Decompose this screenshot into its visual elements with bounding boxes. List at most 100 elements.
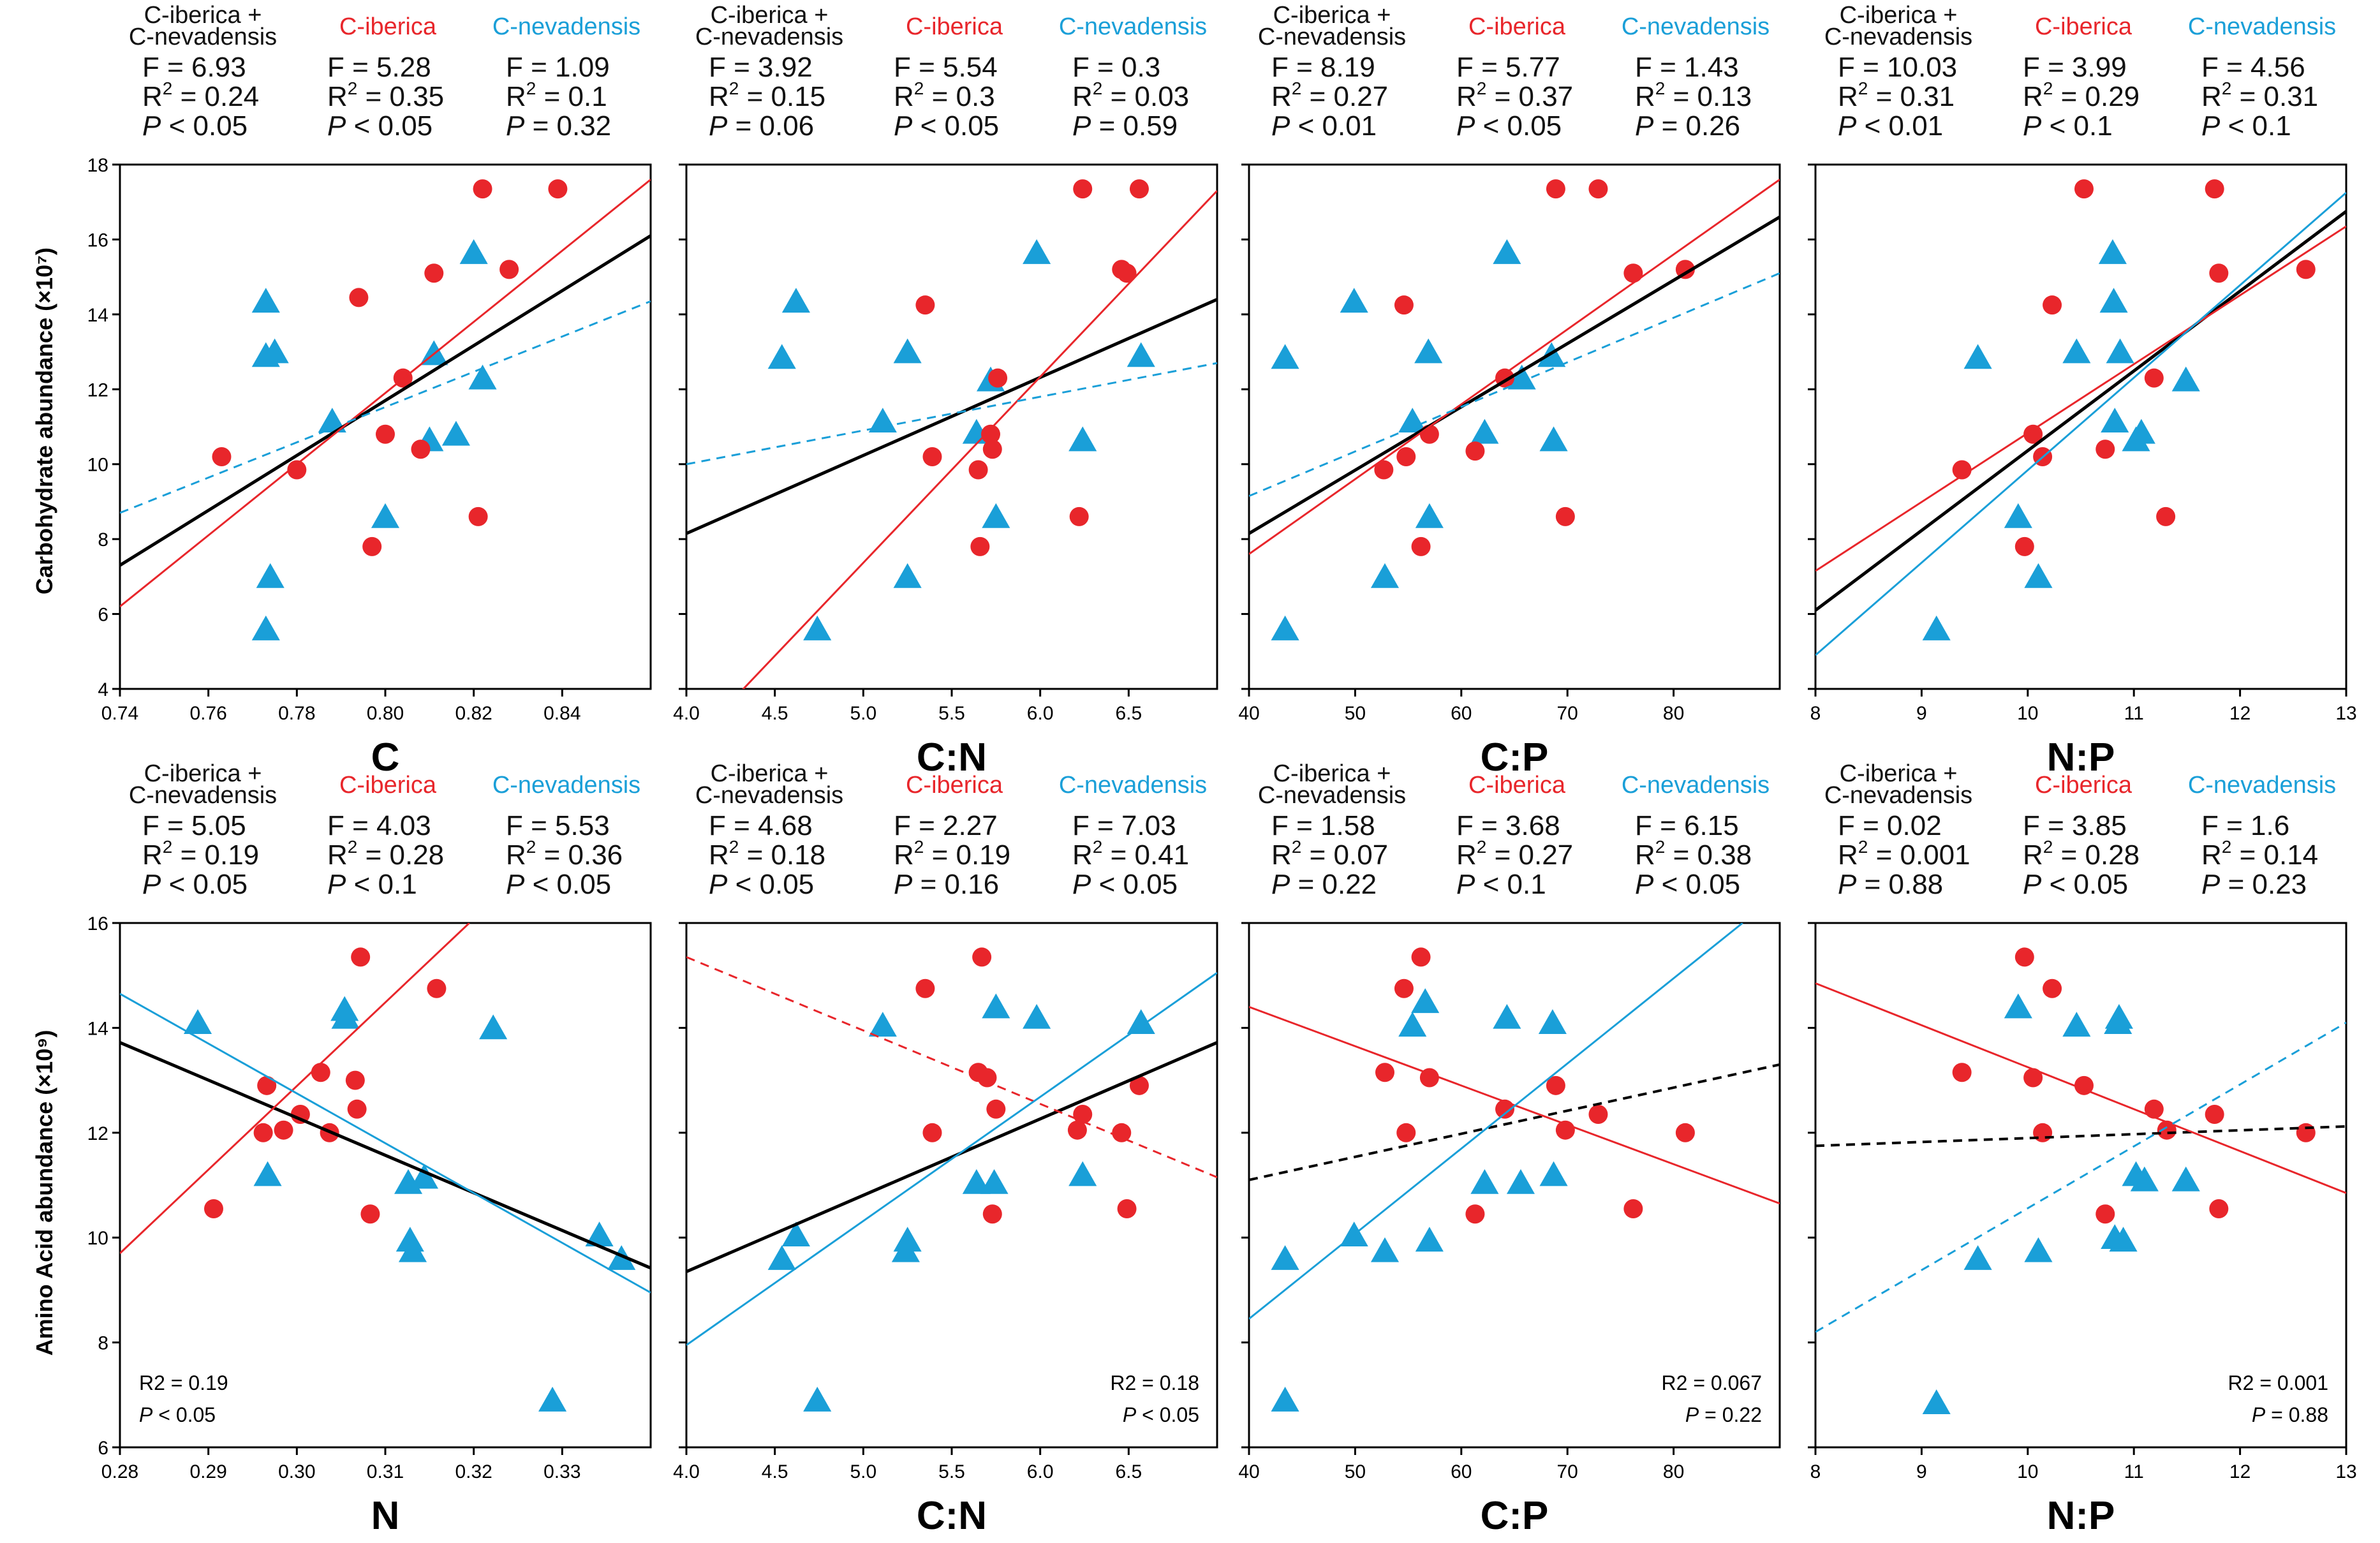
stat-r2-value: = 0.001 xyxy=(1868,839,1970,871)
fit-line-nevadensis xyxy=(120,300,651,514)
stat-p-symbol: P xyxy=(1635,869,1654,900)
iberica-point xyxy=(1129,1075,1149,1095)
stat-r2-value: = 0.36 xyxy=(536,839,623,871)
iberica-point xyxy=(1588,179,1608,199)
stat-r2-superscript: 2 xyxy=(1093,78,1103,98)
stat-r2-symbol: R xyxy=(1456,81,1477,112)
x-tick-label: 0.32 xyxy=(455,1461,492,1482)
nevadensis-point xyxy=(538,1387,567,1412)
stat-r2-superscript: 2 xyxy=(1292,837,1302,857)
iberica-point xyxy=(427,978,447,998)
x-tick-label: 0.30 xyxy=(278,1461,315,1482)
iberica-point xyxy=(2157,1120,2177,1140)
iberica-point xyxy=(2209,1199,2229,1218)
iberica-point xyxy=(349,288,369,307)
fit-line-iberica xyxy=(686,956,1217,1179)
note-p-value: = 0.88 xyxy=(2265,1403,2328,1426)
iberica-point xyxy=(2043,295,2062,315)
stat-r2-value: = 0.41 xyxy=(1102,839,1189,871)
fit-line-nevadensis xyxy=(1249,923,1743,1320)
stat-r2-symbol: R xyxy=(1271,81,1292,112)
stat-p-value: < 0.05 xyxy=(161,110,248,142)
stat-r2-value: = 0.31 xyxy=(2231,81,2318,112)
x-tick-label: 0.28 xyxy=(101,1461,138,1482)
stat-p-nevadensis: P = 0.59 xyxy=(1072,110,1178,142)
iberica-point xyxy=(1069,506,1089,526)
stat-f-iberica: F = 2.27 xyxy=(894,810,998,841)
panel-5: C-iberica +C-nevadensis C-iberica C-nevade… xyxy=(87,760,652,1538)
stat-p-value: < 0.1 xyxy=(1475,869,1546,900)
stat-p-combined: P < 0.05 xyxy=(142,110,248,142)
iberica-point xyxy=(915,295,935,315)
stat-r2-superscript: 2 xyxy=(348,837,358,857)
iberica-point xyxy=(2033,1123,2053,1142)
legend-combined-line1: C-iberica + xyxy=(711,2,829,29)
nevadensis-point xyxy=(398,1237,427,1262)
stat-r2-nevadensis: R2 = 0.03 xyxy=(1072,78,1189,112)
iberica-point xyxy=(253,1123,273,1142)
nevadensis-point xyxy=(2171,366,2200,392)
nevadensis-point xyxy=(2004,503,2032,528)
iberica-point xyxy=(1546,1075,1565,1095)
nevadensis-point xyxy=(459,239,488,264)
legend-nevadensis: C-nevadensis xyxy=(2188,13,2336,40)
stat-p-symbol: P xyxy=(894,869,913,900)
x-axis-label: C:N xyxy=(917,1494,987,1538)
nevadensis-point xyxy=(1415,1227,1444,1252)
nevadensis-point xyxy=(1411,988,1440,1014)
stat-p-symbol: P xyxy=(709,869,728,900)
stat-p-value: < 0.05 xyxy=(524,869,611,900)
stat-f-combined: F = 5.05 xyxy=(142,810,246,841)
nevadensis-point xyxy=(1493,239,1521,264)
legend-combined-line2: C-nevadensis xyxy=(695,24,843,50)
x-tick-label: 80 xyxy=(1663,703,1684,724)
nevadensis-point xyxy=(1470,1169,1499,1194)
y-tick-label: 16 xyxy=(87,913,108,934)
panel-6: C-iberica +C-nevadensis C-iberica C-nevade… xyxy=(673,760,1218,1538)
iberica-point xyxy=(1465,441,1485,461)
nevadensis-point xyxy=(1370,1237,1400,1262)
nevadensis-point xyxy=(868,1012,897,1037)
nevadensis-point xyxy=(1068,1161,1097,1186)
stat-r2-symbol: R xyxy=(327,81,348,112)
legend-combined-line2: C-nevadensis xyxy=(1258,782,1406,809)
x-tick-label: 11 xyxy=(2124,1461,2144,1482)
iberica-point xyxy=(2205,1105,2224,1125)
y-tick-label: 4 xyxy=(98,679,108,700)
stat-r2-value: = 0.3 xyxy=(924,81,994,112)
stat-r2-value: = 0.18 xyxy=(739,839,825,871)
stat-r2-value: = 0.14 xyxy=(2231,839,2318,871)
nevadensis-point xyxy=(1506,1169,1535,1194)
stat-p-value: < 0.1 xyxy=(2220,110,2291,142)
stat-r2-nevadensis: R2 = 0.31 xyxy=(2201,78,2318,112)
stat-r2-value: = 0.27 xyxy=(1301,81,1388,112)
fit-line-iberica xyxy=(1815,982,2346,1194)
stat-r2-value: = 0.28 xyxy=(2053,839,2140,871)
x-axis-label: C xyxy=(371,735,400,779)
iberica-point xyxy=(376,424,395,444)
points-layer xyxy=(1271,947,1695,1412)
x-tick-label: 0.84 xyxy=(543,703,580,724)
stat-p-iberica: P < 0.1 xyxy=(327,869,417,900)
nevadensis-point xyxy=(1415,503,1444,528)
x-tick-label: 9 xyxy=(1916,703,1927,724)
stat-r2-value: = 0.28 xyxy=(357,839,444,871)
fit-line-iberica xyxy=(120,179,651,607)
stat-f-combined: F = 6.93 xyxy=(142,52,246,83)
fit-lines-layer xyxy=(686,190,1217,689)
stat-f-combined: F = 1.58 xyxy=(1271,810,1375,841)
iberica-point xyxy=(2074,179,2094,199)
stat-p-symbol: P xyxy=(1838,869,1857,900)
nevadensis-point xyxy=(2098,239,2127,264)
iberica-point xyxy=(922,447,942,466)
nevadensis-point xyxy=(2171,1166,2200,1192)
stat-p-combined: P < 0.05 xyxy=(142,869,248,900)
plot-frame xyxy=(685,163,1218,690)
stat-p-value: = 0.23 xyxy=(2220,869,2307,900)
nevadensis-point xyxy=(2101,408,2129,433)
stat-p-nevadensis: P = 0.26 xyxy=(1635,110,1740,142)
legend-nevadensis: C-nevadensis xyxy=(1059,772,1207,799)
nevadensis-point xyxy=(1068,426,1097,452)
legend-combined-line1: C-iberica + xyxy=(1840,760,1958,787)
nevadensis-point xyxy=(1507,364,1536,390)
